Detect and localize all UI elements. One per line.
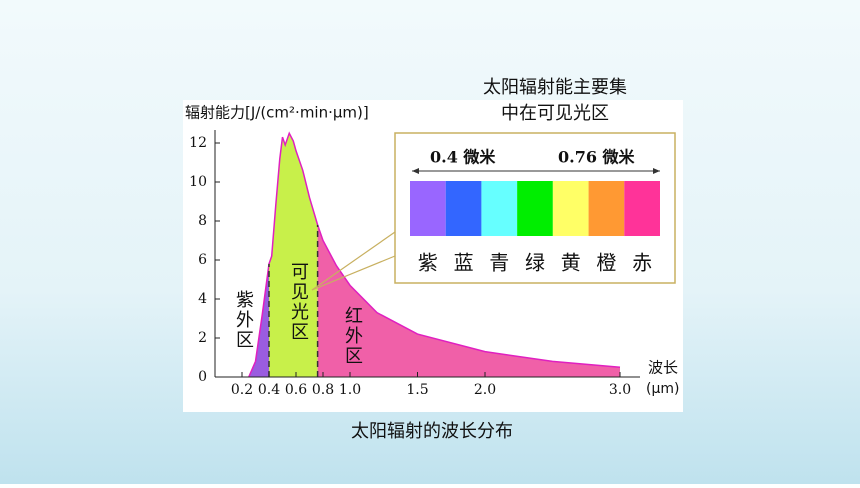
- x-tick-label: 0.2: [231, 382, 253, 398]
- spectrum: 0.4 微米 0.76 微米紫蓝青绿黄橙赤: [410, 148, 660, 275]
- region-label: 紫外区: [233, 290, 254, 350]
- spectrum-label: 橙: [596, 251, 616, 275]
- y-tick-label: 0: [198, 369, 207, 385]
- spectrum-swatch: [445, 181, 482, 236]
- spectrum-swatch: [552, 181, 589, 236]
- spectrum-label: 赤: [632, 251, 652, 275]
- x-tick-label: 2.0: [474, 382, 496, 398]
- x-tick-label: 1.0: [339, 382, 361, 398]
- spectrum-swatch: [624, 181, 660, 236]
- spectrum-label: 绿: [525, 251, 545, 275]
- annotation: 太阳辐射能主要集: [483, 77, 627, 98]
- y-tick-label: 12: [189, 135, 207, 151]
- spectrum-label: 紫: [418, 251, 438, 275]
- callout-line: [311, 255, 396, 291]
- y-tick-label: 2: [198, 330, 207, 346]
- plot: 紫外区 可见光区红外区 0 2 4 6 8 10 12 0.2 0.4 0.6 0.8 1.0 1.5 2.0…: [189, 130, 640, 398]
- spectrum-swatch: [481, 181, 518, 236]
- range-label: 0.4 微米: [430, 148, 496, 167]
- y-tick-label: 10: [189, 174, 207, 190]
- region-label: 可见光区: [288, 262, 309, 342]
- y-tick-label: 8: [198, 213, 207, 229]
- spectrum-swatch: [517, 181, 553, 236]
- region-label: 红外区: [342, 306, 363, 366]
- spectrum-label: 黄: [561, 251, 581, 275]
- x-tick-label: 0.4: [258, 382, 280, 398]
- callout-line: [311, 231, 396, 291]
- region-fill: [317, 224, 620, 377]
- spectrum-label: 青: [489, 251, 509, 275]
- y-axis-title: 辐射能力[J/(cm²·min·μm)]: [185, 104, 369, 122]
- spectrum-swatch: [588, 181, 625, 236]
- annotation: 中在可见光区: [501, 103, 609, 124]
- range-label: 0.76 微米: [558, 148, 636, 167]
- x-axis-title: 波长: [648, 359, 678, 377]
- x-tick-label: 3.0: [609, 382, 631, 398]
- region-fill: [248, 263, 269, 377]
- area-line: [248, 131, 621, 378]
- x-axis-unit: (μm): [646, 381, 679, 397]
- spectrum-swatch: [410, 181, 446, 236]
- x-tick-label: 1.5: [406, 382, 428, 398]
- caption: 太阳辐射的波长分布: [351, 421, 513, 442]
- y-tick-label: 4: [198, 291, 207, 307]
- region-fill: [269, 133, 318, 377]
- x-tick-label: 0.6: [285, 382, 307, 398]
- spectrum-label: 蓝: [454, 251, 474, 275]
- y-tick-label: 6: [198, 252, 207, 268]
- x-tick-label: 0.8: [312, 382, 334, 398]
